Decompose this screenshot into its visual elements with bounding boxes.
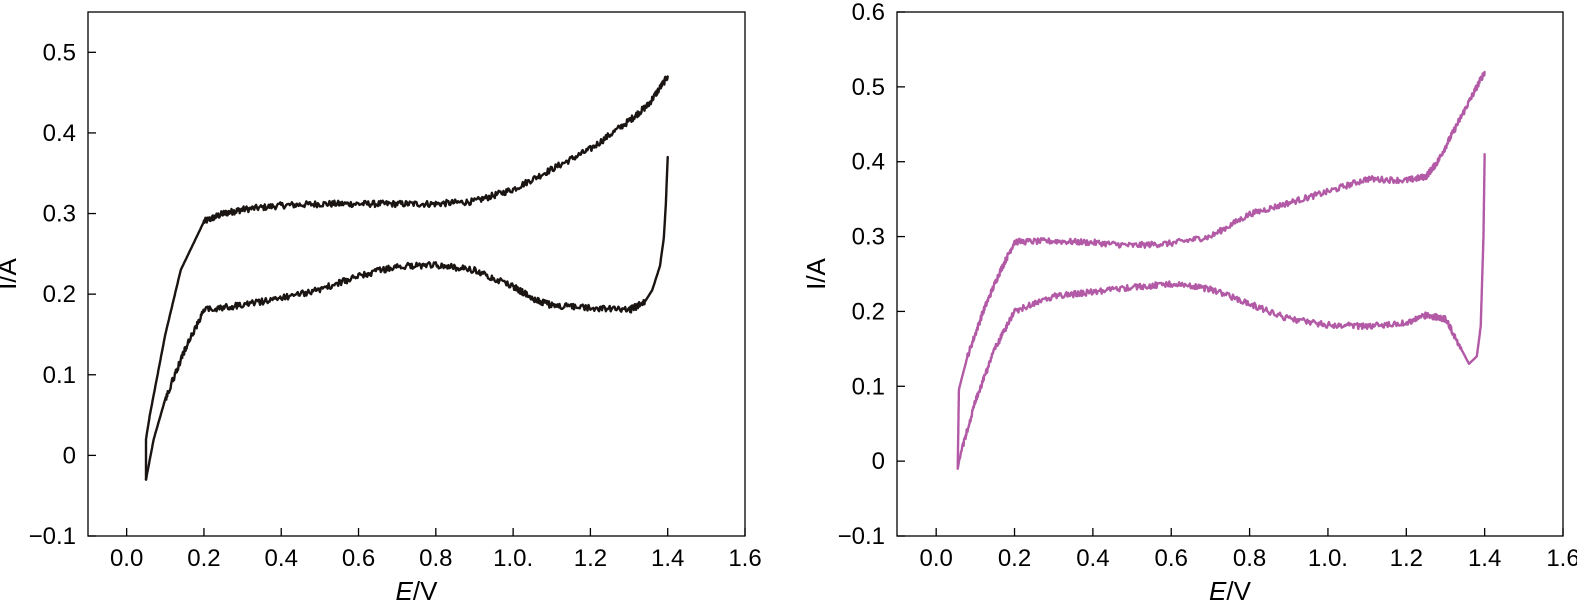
x-tick-label: 0.8 — [1233, 545, 1266, 572]
y-tick-label: 0.6 — [852, 0, 885, 26]
x-tick-label: 0.0 — [110, 545, 143, 572]
plot-frame — [87, 11, 746, 537]
y-tick-label: −0.1 — [838, 523, 885, 550]
y-tick-label: 0 — [872, 448, 885, 475]
x-axis-label: E/V — [396, 576, 439, 606]
y-tick-label: 0.2 — [43, 281, 76, 308]
y-tick-label: 0.1 — [43, 362, 76, 389]
cathodic-sweep-line — [956, 153, 1486, 470]
right-cv-panel: −0.1 0 0.1 0.2 0.3 0.4 0.5 0.6 0.0 0.2 0.4 0.6 0.8 1.… — [801, 0, 1577, 606]
plot-frame — [896, 11, 1564, 537]
cathodic-sweep-line — [144, 155, 669, 481]
x-tick-label: 1.4 — [1468, 545, 1501, 572]
y-tick-label: 0.3 — [43, 201, 76, 228]
y-tick-label: 0.2 — [852, 298, 885, 325]
x-tick-label: 0.0 — [919, 545, 952, 572]
x-tick-label: 1.6 — [1546, 545, 1577, 572]
x-tick-label: 1.0. — [493, 545, 533, 572]
y-tick-label: 0.5 — [43, 39, 76, 66]
x-tick-label: 0.4 — [265, 545, 298, 572]
x-tick-label: 1.6 — [728, 545, 761, 572]
y-tick-label: 0.3 — [852, 224, 885, 251]
x-tick-label: 0.8 — [419, 545, 452, 572]
y-tick-label: 0.4 — [43, 120, 76, 147]
x-tick-label: 0.2 — [998, 545, 1031, 572]
y-tick-label: 0 — [63, 442, 76, 469]
y-tick-label: 0.4 — [852, 149, 885, 176]
x-tick-label: 0.4 — [1076, 545, 1109, 572]
x-tick-label: 0.6 — [342, 545, 375, 572]
anodic-sweep-line — [144, 75, 669, 481]
x-tick-label: 0.6 — [1155, 545, 1188, 572]
y-axis-label: I/A — [801, 257, 831, 289]
x-tick-label: 1.2 — [1390, 545, 1423, 572]
anodic-sweep-line — [956, 70, 1486, 470]
y-tick-label: 0.5 — [852, 74, 885, 101]
x-tick-label: 0.2 — [187, 545, 220, 572]
x-tick-label: 1.0. — [1308, 545, 1348, 572]
y-tick-label: −0.1 — [29, 523, 76, 550]
left-cv-panel: −0.1 0 0.1 0.2 0.3 0.4 0.5 0.0 0.2 0.4 0.6 0.8 1.0. 1… — [0, 11, 762, 606]
y-tick-label: 0.1 — [852, 373, 885, 400]
x-axis-label: E/V — [1209, 576, 1252, 606]
x-tick-label: 1.2 — [574, 545, 607, 572]
y-axis-label: I/A — [0, 257, 22, 289]
x-tick-label: 1.4 — [651, 545, 684, 572]
